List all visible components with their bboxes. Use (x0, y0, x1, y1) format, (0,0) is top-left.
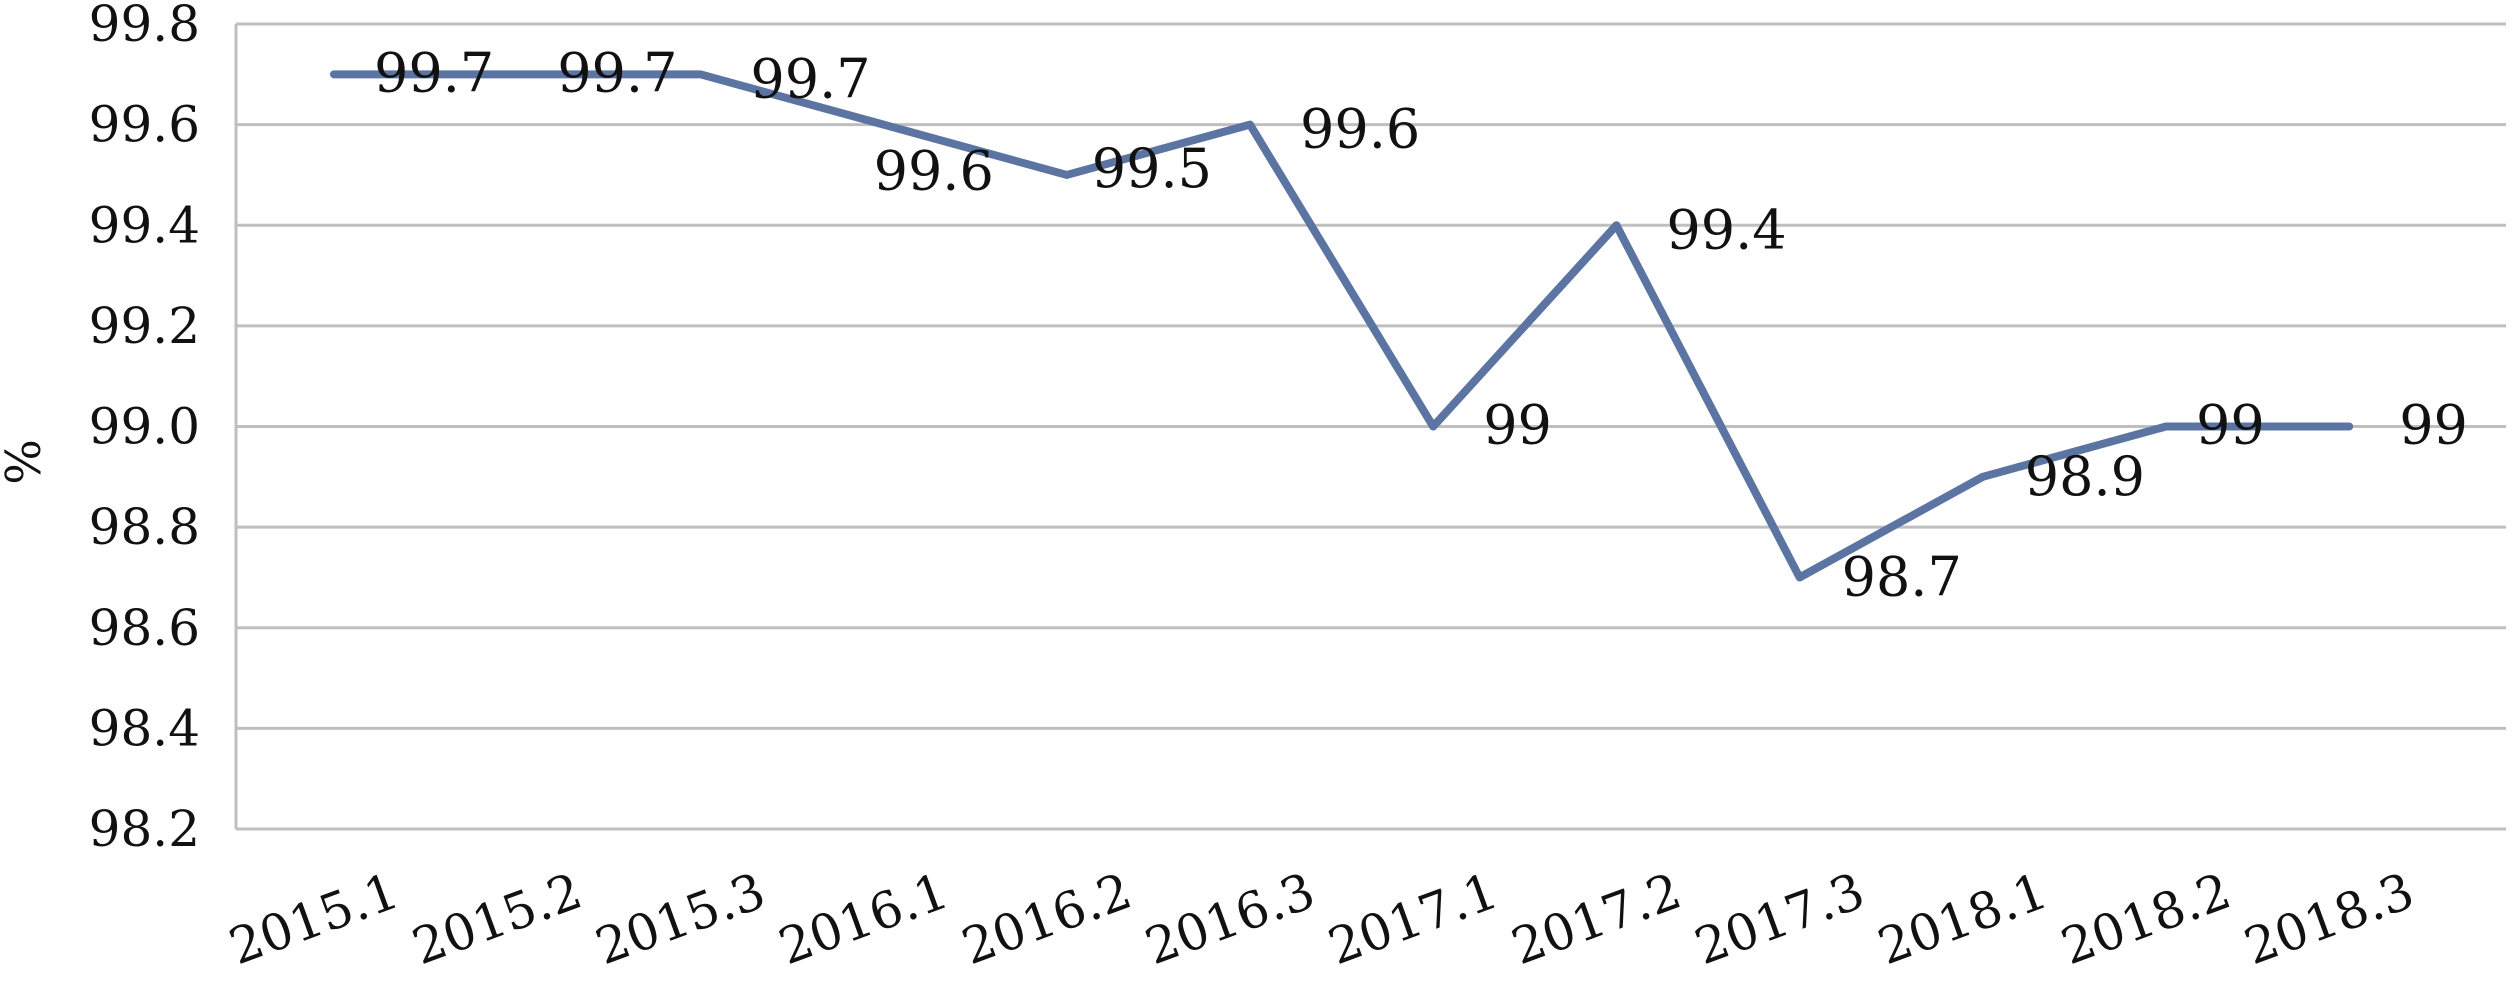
y-tick-label: 99.8 (89, 0, 200, 53)
x-tick-label: 2017.2 (1504, 862, 1688, 976)
x-tick-label: 2017.3 (1687, 862, 1871, 976)
y-tick-label: 98.2 (89, 800, 200, 858)
y-tick-label: 99.0 (89, 398, 200, 456)
x-tick-label: 2016.2 (955, 862, 1139, 976)
x-tick-label: 2016.1 (771, 862, 955, 976)
series (330, 70, 2354, 582)
x-tick-label: 2018.2 (2054, 862, 2238, 976)
data-label: 99 (2196, 394, 2265, 457)
x-tick-label: 2018.3 (2237, 862, 2421, 976)
data-label: 98.9 (2025, 445, 2145, 508)
y-tick-label: 99.4 (89, 196, 200, 254)
data-label: 99.7 (750, 47, 870, 110)
data-label: 98.7 (1842, 545, 1962, 608)
x-tick-label: 2018.1 (1871, 862, 2055, 976)
series-line (330, 70, 2354, 582)
y-tick-label: 98.8 (89, 498, 200, 556)
data-label: 99.4 (1666, 198, 1786, 261)
y-tick-labels: 98.2 98.4 98.6 98.8 99.0 99.2 99.4 99.6 99.8 (89, 0, 200, 858)
y-tick-label: 98.4 (89, 699, 200, 757)
data-label: 99.7 (557, 41, 677, 104)
data-label: 99.7 (374, 41, 494, 104)
axes (234, 24, 2506, 831)
data-label: 99.6 (874, 140, 994, 203)
x-tick-labels: 2015.12015.22015.32016.12016.22016.32017… (222, 862, 2421, 976)
y-tick-label: 98.6 (89, 599, 200, 657)
x-tick-label: 2016.3 (1138, 862, 1322, 976)
y-tick-label: 99.2 (89, 297, 200, 355)
data-label: 99.5 (1092, 137, 1212, 200)
x-tick-label: 2015.2 (405, 862, 589, 976)
x-tick-label: 2015.3 (588, 862, 772, 976)
data-label: 99 (2399, 394, 2468, 457)
y-axis-title: % (0, 439, 52, 485)
data-label: 99 (1483, 394, 1552, 457)
y-tick-label: 99.6 (89, 96, 200, 154)
x-tick-label: 2017.1 (1321, 862, 1505, 976)
x-tick-label: 2015.1 (222, 862, 406, 976)
data-labels: 99.7 99.7 99.799.6 99.599.69999.498.798.999… (374, 41, 2468, 608)
data-label: 99.6 (1300, 98, 1420, 161)
